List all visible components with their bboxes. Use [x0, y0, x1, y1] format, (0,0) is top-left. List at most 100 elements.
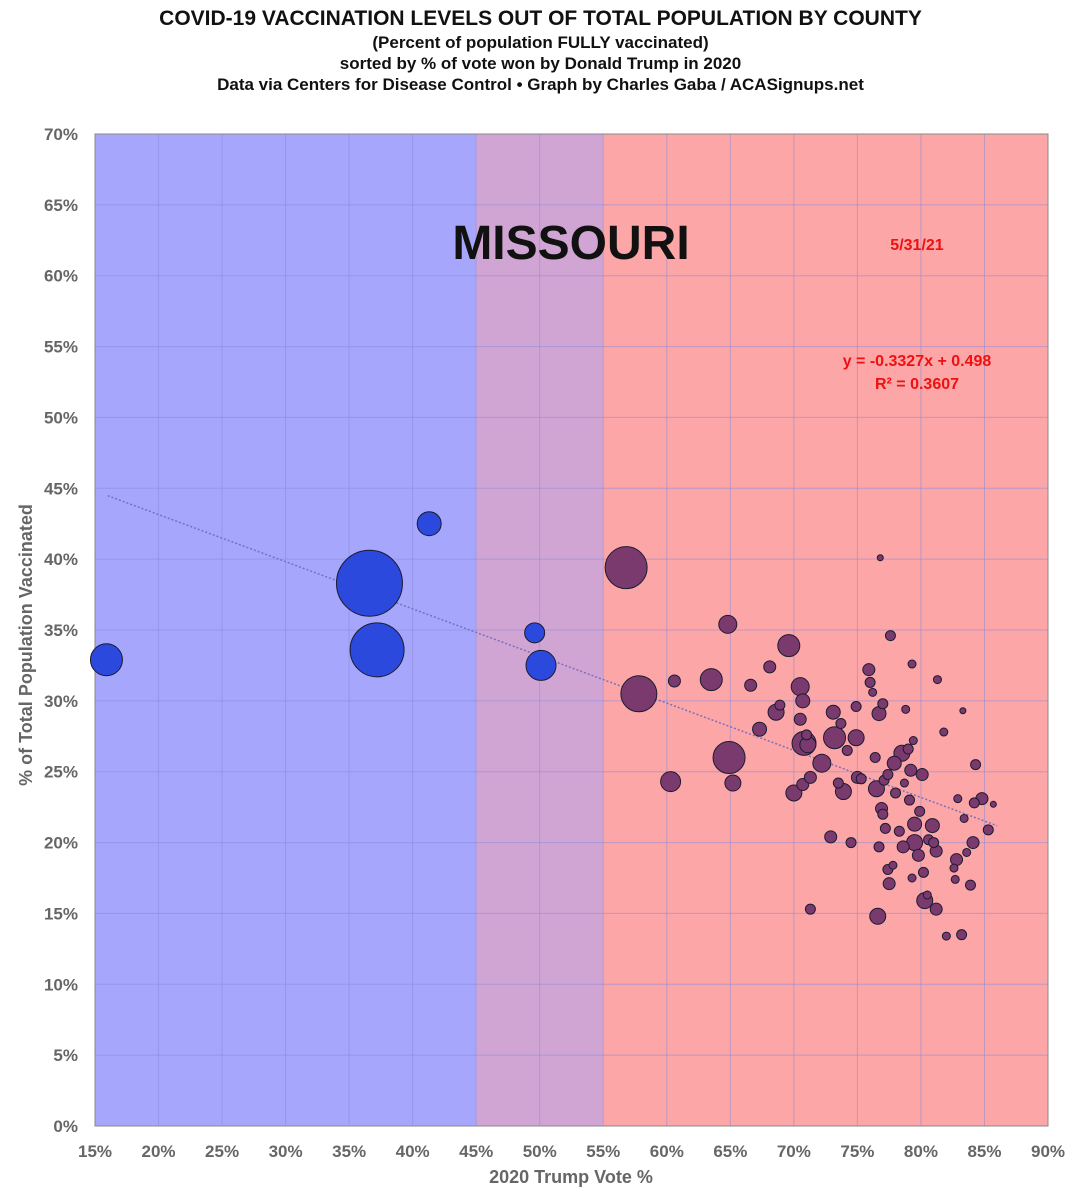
x-tick-label: 75%	[840, 1142, 874, 1161]
data-point	[718, 614, 738, 634]
data-point	[349, 622, 405, 678]
chart-sort-note: sorted by % of vote won by Donald Trump …	[339, 54, 742, 73]
data-point	[907, 873, 917, 883]
x-axis-label: 2020 Trump Vote %	[489, 1167, 653, 1187]
y-tick-label: 25%	[44, 763, 78, 782]
data-point	[941, 931, 951, 941]
y-tick-labels: 0% 5% 10% 15% 20% 25% 30% 35% 40% 45% 50% 55% 60% 65%…	[44, 125, 78, 1136]
plot-frame	[94, 133, 1049, 1127]
data-point	[903, 794, 915, 806]
state-label: MISSOURI	[452, 217, 689, 270]
y-tick-label: 55%	[44, 338, 78, 357]
data-point	[524, 622, 546, 644]
data-point	[970, 759, 982, 771]
data-point	[416, 511, 442, 537]
grid-lines	[94, 133, 1049, 1127]
data-point	[774, 699, 786, 711]
data-point	[525, 649, 557, 681]
y-axis-label: % of Total Population Vaccinated	[16, 504, 36, 786]
data-point	[893, 825, 905, 837]
data-point	[932, 675, 942, 685]
x-tick-labels: 15% 20% 25% 30% 35% 40% 45% 50% 55% 60% 65% 70% 75% 8…	[78, 1142, 1065, 1161]
data-point	[886, 755, 902, 771]
data-point	[823, 726, 847, 750]
y-tick-label: 5%	[53, 1046, 78, 1065]
data-point	[793, 712, 807, 726]
data-point	[908, 736, 918, 746]
data-point	[855, 773, 867, 785]
chart-source-note: Data via Centers for Disease Control • G…	[217, 75, 864, 94]
data-point	[989, 800, 997, 808]
data-point	[877, 698, 889, 710]
x-tick-label: 65%	[713, 1142, 747, 1161]
data-point	[939, 727, 949, 737]
data-point	[835, 718, 847, 730]
data-point	[604, 546, 648, 590]
trendline-r-squared: R² = 0.3607	[875, 376, 959, 393]
data-point	[864, 676, 876, 688]
y-tick-label: 65%	[44, 196, 78, 215]
data-point	[763, 660, 777, 674]
x-tick-label: 35%	[332, 1142, 366, 1161]
data-point	[699, 668, 723, 692]
data-point	[982, 824, 994, 836]
data-point	[949, 863, 959, 873]
data-point	[907, 659, 917, 669]
data-point	[335, 549, 403, 617]
data-point	[801, 729, 813, 741]
data-point	[850, 701, 862, 713]
y-tick-label: 50%	[44, 408, 78, 427]
data-point	[959, 813, 969, 823]
data-point	[964, 879, 976, 891]
data-point	[869, 752, 881, 764]
x-tick-label: 50%	[523, 1142, 557, 1161]
data-point	[959, 707, 967, 715]
x-tick-label: 70%	[777, 1142, 811, 1161]
data-point	[667, 674, 681, 688]
data-point	[620, 675, 658, 713]
x-tick-label: 55%	[586, 1142, 620, 1161]
y-tick-label: 10%	[44, 975, 78, 994]
data-point	[924, 818, 940, 834]
data-point	[950, 853, 964, 867]
x-tick-label: 85%	[967, 1142, 1001, 1161]
data-point	[825, 704, 841, 720]
x-tick-label: 20%	[142, 1142, 176, 1161]
data-point	[824, 830, 838, 844]
data-point	[914, 805, 926, 817]
data-points	[89, 511, 997, 941]
data-point	[956, 929, 968, 941]
y-tick-label: 45%	[44, 479, 78, 498]
data-point	[882, 877, 896, 891]
data-point	[890, 787, 902, 799]
data-point	[869, 907, 887, 925]
y-tick-label: 60%	[44, 267, 78, 286]
data-point	[847, 729, 865, 747]
data-point	[845, 837, 857, 849]
data-point	[879, 822, 891, 834]
data-point	[922, 890, 932, 900]
data-point	[968, 797, 980, 809]
data-point	[812, 753, 832, 773]
y-tick-label: 20%	[44, 834, 78, 853]
data-point	[877, 808, 889, 820]
y-tick-label: 0%	[53, 1117, 78, 1136]
chart-subtitle: (Percent of population FULLY vaccinated)	[372, 33, 709, 52]
data-point	[744, 678, 758, 692]
data-point	[876, 554, 884, 562]
data-point	[882, 769, 894, 781]
data-point	[867, 780, 885, 798]
data-point	[660, 771, 682, 793]
data-point	[752, 721, 768, 737]
x-tick-label: 90%	[1031, 1142, 1065, 1161]
chart-title: COVID-19 VACCINATION LEVELS OUT OF TOTAL…	[159, 7, 922, 30]
data-point	[862, 663, 876, 677]
x-tick-label: 25%	[205, 1142, 239, 1161]
data-point	[929, 902, 943, 916]
data-point	[962, 847, 972, 857]
data-point	[790, 677, 810, 697]
x-tick-label: 80%	[904, 1142, 938, 1161]
data-point	[832, 777, 844, 789]
data-point	[785, 784, 803, 802]
